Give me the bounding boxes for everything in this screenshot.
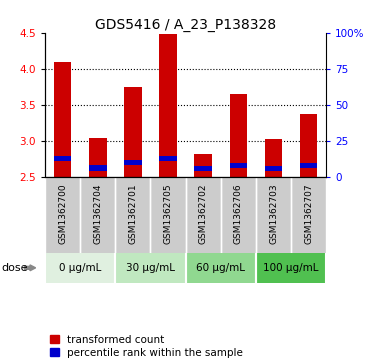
Bar bbox=[221, 178, 256, 253]
Bar bbox=[300, 114, 318, 178]
Bar bbox=[116, 178, 150, 253]
Bar bbox=[265, 166, 282, 171]
Text: 0 μg/mL: 0 μg/mL bbox=[59, 263, 101, 273]
Text: GSM1362706: GSM1362706 bbox=[234, 183, 243, 244]
Bar bbox=[45, 178, 80, 253]
Text: dose: dose bbox=[2, 263, 28, 273]
Bar bbox=[54, 62, 71, 178]
Bar bbox=[116, 253, 186, 283]
Bar bbox=[124, 160, 142, 166]
Bar bbox=[256, 178, 291, 253]
Text: GSM1362704: GSM1362704 bbox=[93, 183, 102, 244]
Bar bbox=[186, 253, 256, 283]
Bar bbox=[230, 94, 247, 178]
Bar bbox=[186, 178, 221, 253]
Bar bbox=[194, 154, 212, 178]
Text: GSM1362702: GSM1362702 bbox=[199, 183, 208, 244]
Bar bbox=[159, 156, 177, 161]
Bar bbox=[45, 253, 116, 283]
Bar bbox=[80, 178, 116, 253]
Text: GSM1362701: GSM1362701 bbox=[128, 183, 137, 244]
Text: 100 μg/mL: 100 μg/mL bbox=[263, 263, 319, 273]
Text: GSM1362707: GSM1362707 bbox=[304, 183, 313, 244]
Bar bbox=[256, 253, 326, 283]
Bar bbox=[150, 178, 186, 253]
Legend: transformed count, percentile rank within the sample: transformed count, percentile rank withi… bbox=[50, 335, 243, 358]
Bar bbox=[54, 156, 71, 161]
Text: GSM1362700: GSM1362700 bbox=[58, 183, 67, 244]
Bar bbox=[159, 34, 177, 178]
Bar bbox=[230, 163, 247, 168]
Text: GSM1362705: GSM1362705 bbox=[164, 183, 172, 244]
Text: 60 μg/mL: 60 μg/mL bbox=[196, 263, 245, 273]
Title: GDS5416 / A_23_P138328: GDS5416 / A_23_P138328 bbox=[95, 18, 276, 32]
Text: GSM1362703: GSM1362703 bbox=[269, 183, 278, 244]
Bar bbox=[291, 178, 326, 253]
Bar bbox=[300, 163, 318, 168]
Bar bbox=[265, 139, 282, 178]
Bar bbox=[89, 138, 106, 178]
Text: 30 μg/mL: 30 μg/mL bbox=[126, 263, 175, 273]
Bar bbox=[194, 166, 212, 171]
Bar bbox=[89, 166, 106, 171]
Bar bbox=[124, 87, 142, 178]
